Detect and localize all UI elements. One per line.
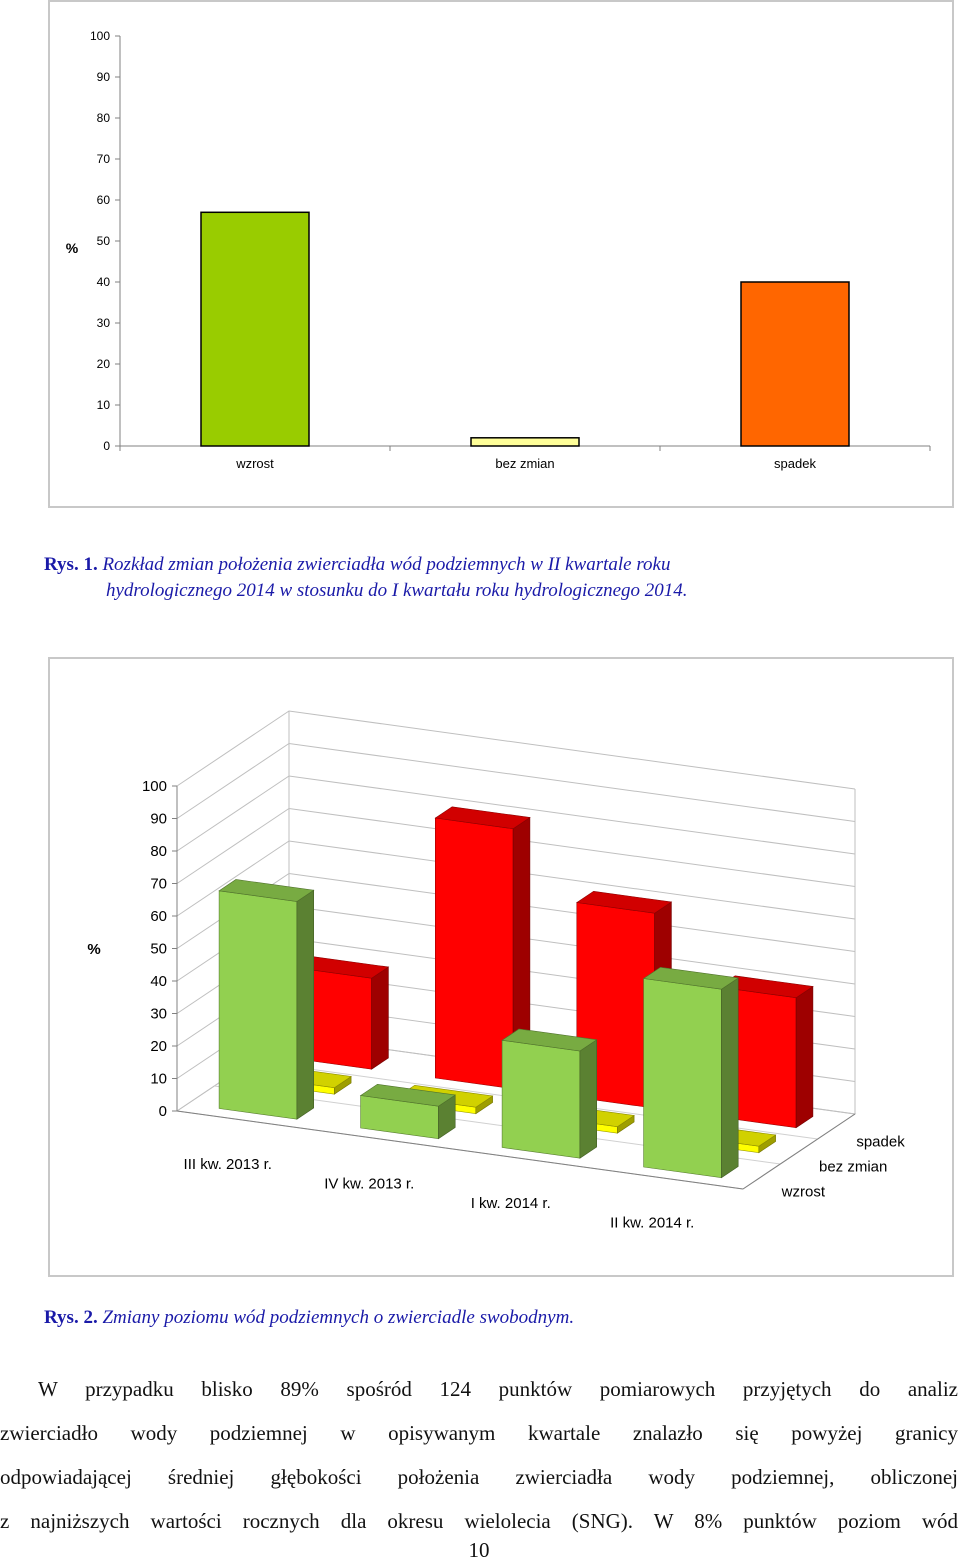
bar-front-face bbox=[501, 1039, 581, 1159]
bar-wzrost-3 bbox=[501, 1028, 598, 1159]
bar-top-face bbox=[218, 879, 315, 902]
y-tick-label: 40 bbox=[150, 973, 167, 990]
x-tick-label: I kw. 2014 r. bbox=[471, 1195, 551, 1212]
x-tick-label: III kw. 2013 r. bbox=[184, 1156, 272, 1173]
bar-top-face bbox=[434, 806, 531, 830]
figure-1-label: Rys. 1. bbox=[44, 554, 98, 575]
figure-2-caption: Rys. 2. Zmiany poziomu wód podziemnych o… bbox=[44, 1305, 574, 1331]
y-tick-label: 90 bbox=[150, 811, 167, 828]
y-tick-label: 10 bbox=[150, 1071, 167, 1088]
depth-label-wzrost: wzrost bbox=[781, 1184, 826, 1201]
y-tick-label: 50 bbox=[150, 941, 167, 958]
y-tick-label: 100 bbox=[90, 29, 110, 43]
bar-spadek bbox=[740, 281, 850, 447]
y-tick-label: 80 bbox=[97, 111, 111, 125]
figure-1-caption: Rys. 1. Rozkład zmian położenia zwiercia… bbox=[44, 552, 904, 604]
bar-top-face bbox=[501, 1028, 598, 1052]
chart-1-frame: 0 10 20 30 40 50 60 70 80 90 100% wzrost bez zmian sp… bbox=[48, 0, 954, 508]
x-axis bbox=[176, 1110, 744, 1190]
bar-top-face bbox=[642, 966, 740, 990]
x-tick-label: II kw. 2014 r. bbox=[610, 1214, 694, 1231]
depth-label-spadek: spadek bbox=[856, 1134, 905, 1151]
depth-axis bbox=[742, 1113, 856, 1190]
bar-wzrost bbox=[200, 211, 310, 447]
bar-front-face bbox=[218, 890, 298, 1120]
y-tick-label: 60 bbox=[150, 908, 167, 925]
bar-front-face bbox=[643, 978, 722, 1179]
figure-2-label: Rys. 2. bbox=[44, 1307, 98, 1328]
y-tick-label: 30 bbox=[97, 316, 111, 330]
bar-wzrost-2 bbox=[359, 1083, 457, 1140]
y-tick-label: 80 bbox=[150, 843, 167, 860]
y-tick-label: 50 bbox=[97, 234, 111, 248]
page-number: 10 bbox=[468, 1538, 490, 1562]
bar-side-face bbox=[721, 977, 739, 1179]
y-tick-label: 90 bbox=[97, 70, 111, 84]
bar-top-face bbox=[359, 1083, 457, 1107]
figure-1-text-line-1: Rozkład zmian położenia zwierciadła wód … bbox=[102, 554, 671, 575]
paragraph-line: W przypadku blisko 89% spośród 124 punkt… bbox=[38, 1377, 958, 1401]
bar-side-face bbox=[579, 1039, 598, 1159]
chart-2-frame: 0 10 20 30 40 50 60 70 80 90 100% III kw. 2013 r. IV… bbox=[48, 657, 954, 1277]
paragraph-line: z najniższych wartości rocznych dla okre… bbox=[0, 1509, 958, 1533]
y-axis-label: % bbox=[87, 941, 100, 958]
x-tick-label: wzrost bbox=[235, 456, 274, 471]
bar-wzrost-1 bbox=[218, 879, 315, 1120]
figure-2-text: Zmiany poziomu wód podziemnych o zwierci… bbox=[102, 1307, 575, 1328]
y-tick-label: 40 bbox=[97, 275, 111, 289]
bar-spadek-2 bbox=[434, 806, 531, 1090]
paragraph-line: zwierciadło wody podziemnej w opisywanym… bbox=[0, 1421, 958, 1445]
bar-top-face bbox=[575, 890, 673, 914]
chart-2: 0 10 20 30 40 50 60 70 80 90 100% III kw. 2013 r. IV… bbox=[87, 710, 905, 1231]
x-tick-label: IV kw. 2013 r. bbox=[324, 1175, 414, 1192]
y-tick-label: 100 bbox=[142, 778, 167, 795]
y-tick-label: 30 bbox=[150, 1006, 167, 1023]
bar-wzrost-4 bbox=[642, 966, 740, 1179]
x-tick-label: spadek bbox=[774, 456, 816, 471]
x-tick-label: bez zmian bbox=[495, 456, 554, 471]
bar-front-face bbox=[434, 817, 514, 1090]
y-tick-label: 70 bbox=[97, 152, 111, 166]
bar-side-face bbox=[371, 966, 389, 1070]
y-tick-label: 20 bbox=[97, 357, 111, 371]
body-paragraph: W przypadku blisko 89% spośród 124 punkt… bbox=[0, 1367, 958, 1543]
y-tick-label: 0 bbox=[103, 439, 110, 453]
y-tick-label: 20 bbox=[150, 1038, 167, 1055]
y-tick-label: 70 bbox=[150, 876, 167, 893]
y-tick-label: 60 bbox=[97, 193, 111, 207]
bar-side-face bbox=[296, 889, 315, 1120]
y-axis-label: % bbox=[66, 240, 79, 256]
figure-1-text-line-2: hydrologicznego 2014 w stosunku do I kwa… bbox=[106, 580, 688, 601]
bar-bez-zmian bbox=[470, 437, 580, 447]
paragraph-line: odpowiadającej średniej głębokości położ… bbox=[0, 1465, 958, 1489]
chart-1: 0 10 20 30 40 50 60 70 80 90 100% wzrost bez zmian sp… bbox=[66, 29, 931, 471]
y-tick-label: 0 bbox=[159, 1103, 167, 1120]
depth-label-bez-zmian: bez zmian bbox=[819, 1159, 887, 1176]
bar-side-face bbox=[795, 985, 814, 1129]
y-tick-label: 10 bbox=[97, 398, 111, 412]
